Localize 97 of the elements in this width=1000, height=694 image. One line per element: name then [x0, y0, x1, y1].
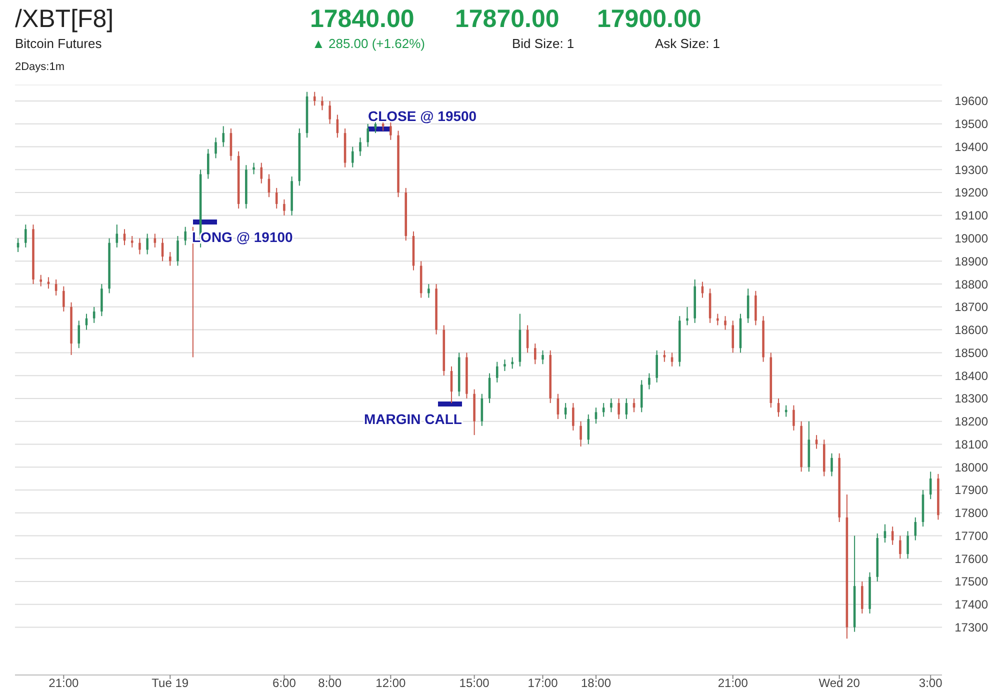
candlestick — [24, 224, 27, 248]
candlestick — [260, 162, 263, 184]
y-tick-label: 17800 — [954, 506, 988, 520]
y-tick-label: 19400 — [954, 140, 988, 154]
candlestick — [899, 535, 902, 560]
x-tick-label: Wed 20 — [818, 676, 860, 690]
annotation: MARGIN CALL — [364, 411, 462, 427]
y-tick-label: 19600 — [954, 94, 988, 108]
candlestick — [861, 580, 864, 614]
y-tick-label: 18300 — [954, 392, 988, 406]
y-tick-label: 18400 — [954, 368, 988, 383]
x-tick-label: 17:00 — [528, 676, 558, 690]
candlestick — [40, 274, 42, 287]
candlestick — [146, 233, 148, 255]
candlestick — [207, 148, 210, 180]
y-tick-label: 18700 — [954, 300, 988, 314]
candlestick — [366, 123, 369, 148]
y-tick-label: 17300 — [954, 620, 988, 634]
annotation: CLOSE @ 19500 — [368, 108, 477, 124]
y-tick-label: 19200 — [954, 186, 988, 200]
candlestick — [587, 414, 590, 445]
text: Ask Size: 1 — [655, 36, 720, 51]
candlestick — [732, 320, 734, 354]
candlestick — [184, 226, 186, 246]
y-tick-label: 18000 — [954, 460, 988, 474]
candlestick — [648, 372, 650, 390]
y-tick-label: 17400 — [954, 598, 988, 612]
candlestick — [352, 146, 354, 168]
candlestick — [906, 530, 909, 560]
text: ▲ 285.00 (+1.62%) — [312, 36, 425, 51]
y-tick-label: 17500 — [954, 574, 988, 589]
y-tick-label: 17600 — [954, 552, 988, 566]
candlestick — [716, 313, 719, 326]
y-tick-label: 19000 — [954, 231, 988, 246]
candlestick — [511, 356, 514, 370]
candlestick — [542, 350, 544, 365]
candlestick — [222, 126, 225, 148]
candlestick — [359, 137, 362, 156]
text: 17900.00 — [597, 5, 702, 33]
candlestick — [252, 162, 255, 175]
y-tick-label: 17700 — [954, 528, 988, 543]
candlestick — [656, 350, 658, 383]
text: Bid Size: 1 — [512, 36, 574, 51]
candlestick — [686, 306, 688, 326]
x-tick-label: 6:00 — [272, 676, 296, 690]
candlestick — [313, 91, 316, 106]
y-tick-label: 19300 — [954, 162, 988, 177]
candlestick — [534, 343, 536, 365]
candlestick — [580, 420, 582, 447]
candlestick — [428, 284, 430, 298]
y-tick-label: 18800 — [954, 277, 988, 292]
candlestick — [572, 402, 574, 431]
candlestick — [321, 96, 324, 111]
candlestick — [116, 224, 118, 248]
y-tick-label: 19100 — [954, 208, 988, 223]
candlestick — [610, 398, 612, 413]
candlestick — [640, 380, 643, 413]
chart-title: /XBT[F8] — [15, 5, 114, 33]
candlestick — [663, 350, 666, 362]
candlestick — [618, 398, 620, 420]
candlestick — [504, 359, 506, 372]
chart-subtitle: Bitcoin Futures — [15, 36, 102, 51]
candlestick — [214, 137, 217, 159]
x-tick-label: 12:00 — [376, 676, 406, 690]
text: 17870.00 — [455, 5, 560, 33]
text: 17840.00 — [310, 5, 414, 33]
y-tick-label: 19500 — [954, 117, 988, 132]
x-tick-label: 15:00 — [459, 676, 490, 690]
x-tick-label: 8:00 — [318, 676, 342, 690]
candlestick — [830, 452, 833, 477]
y-tick-label: 17900 — [954, 483, 988, 498]
candlestick — [724, 316, 726, 330]
candlestick — [390, 121, 392, 140]
x-tick-label: 3:00 — [918, 676, 943, 690]
candlestick — [328, 100, 331, 124]
x-tick-label: Tue 19 — [152, 676, 189, 690]
candlestick — [62, 286, 65, 312]
y-tick-label: 18100 — [954, 437, 988, 452]
candlestick — [138, 238, 141, 255]
y-tick-label: 18600 — [954, 323, 988, 338]
candlestick — [283, 198, 286, 216]
candlestick — [914, 516, 917, 541]
candlestick — [100, 284, 103, 317]
candlestick — [78, 320, 80, 349]
candlestick — [496, 361, 498, 383]
y-tick-label: 18500 — [954, 346, 988, 360]
x-tick-label: 21:00 — [718, 676, 748, 690]
y-tick-label: 18900 — [954, 254, 988, 268]
candlestick — [891, 526, 894, 546]
candlestick — [176, 236, 179, 266]
candlestick — [168, 252, 172, 266]
candlestick — [792, 404, 795, 431]
candlestick — [130, 236, 134, 248]
x-tick-label: 21:00 — [48, 676, 80, 690]
y-tick-label: 18200 — [954, 414, 988, 429]
x-tick-label: 18:00 — [580, 676, 612, 690]
text: 2Days:1m — [15, 61, 65, 73]
